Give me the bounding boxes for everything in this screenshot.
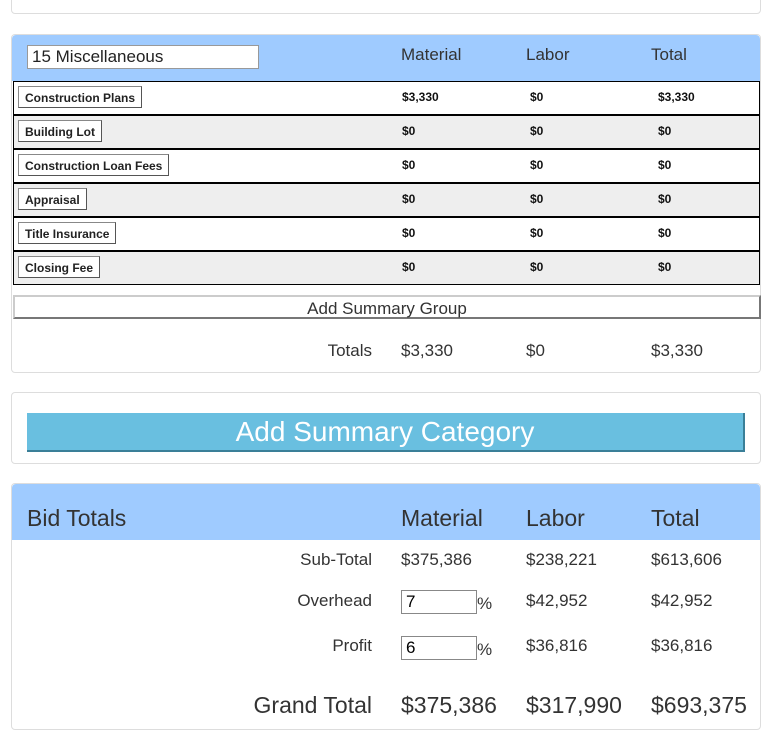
profit-labor: $36,816: [526, 636, 588, 655]
grand-total-material: $375,386: [401, 692, 497, 718]
profit-label: Profit: [332, 636, 372, 655]
bid-totals-title: Bid Totals: [27, 505, 127, 531]
total-header: Total: [651, 45, 687, 64]
item-total: $0: [658, 192, 672, 206]
item-material: $0: [402, 226, 416, 240]
profit-percent-input[interactable]: [401, 636, 477, 660]
item-material: $0: [402, 192, 416, 206]
totals-labor: $0: [526, 341, 545, 360]
item-labor: $0: [530, 90, 544, 104]
item-labor: $0: [530, 192, 544, 206]
item-row: Title Insurance $0 $0 $0: [13, 217, 760, 251]
item-row: Closing Fee $0 $0 $0: [13, 251, 760, 285]
category-name-input[interactable]: [27, 45, 259, 69]
material-header: Material: [401, 45, 462, 64]
item-button[interactable]: Construction Loan Fees: [18, 154, 170, 176]
bid-totals-panel: Bid Totals Material Labor Total Sub-Tota…: [11, 483, 761, 730]
category-header: Material Labor Total: [12, 35, 760, 81]
subtotal-material: $375,386: [401, 550, 472, 569]
totals-material: $3,330: [401, 341, 453, 360]
grand-total-labor: $317,990: [526, 692, 622, 718]
overhead-total: $42,952: [651, 591, 713, 610]
category-panel: Material Labor Total Construction Plans …: [11, 34, 761, 373]
item-total: $0: [658, 260, 672, 274]
item-button[interactable]: Closing Fee: [18, 256, 101, 278]
subtotal-label: Sub-Total: [300, 550, 372, 569]
item-total: $3,330: [658, 90, 695, 104]
item-button[interactable]: Title Insurance: [18, 222, 117, 244]
item-labor: $0: [530, 124, 544, 138]
profit-percent-sign: %: [477, 640, 493, 659]
item-total: $0: [658, 124, 672, 138]
item-material: $0: [402, 260, 416, 274]
item-button[interactable]: Building Lot: [18, 120, 102, 142]
item-button[interactable]: Construction Plans: [18, 86, 143, 108]
item-button[interactable]: Appraisal: [18, 188, 87, 210]
item-labor: $0: [530, 158, 544, 172]
previous-panel: [11, 0, 761, 14]
item-material: $0: [402, 158, 416, 172]
grand-total-label: Grand Total: [253, 692, 372, 718]
item-total: $0: [658, 158, 672, 172]
overhead-percent-input[interactable]: [401, 590, 477, 614]
item-labor: $0: [530, 226, 544, 240]
item-rows: Construction Plans $3,330 $0 $3,330 Build…: [12, 81, 760, 285]
item-total: $0: [658, 226, 672, 240]
totals-total: $3,330: [651, 341, 703, 360]
item-material: $3,330: [402, 90, 439, 104]
total-header: Total: [651, 505, 700, 531]
overhead-label: Overhead: [297, 591, 372, 610]
add-summary-category-button[interactable]: Add Summary Category: [27, 413, 745, 452]
grand-total-total: $693,375: [651, 692, 747, 718]
item-row: Building Lot $0 $0 $0: [13, 115, 760, 149]
add-category-panel: Add Summary Category: [11, 392, 761, 464]
material-header: Material: [401, 505, 483, 531]
labor-header: Labor: [526, 45, 570, 64]
subtotal-labor: $238,221: [526, 550, 597, 569]
item-row: Appraisal $0 $0 $0: [13, 183, 760, 217]
item-material: $0: [402, 124, 416, 138]
add-summary-group-button[interactable]: Add Summary Group: [13, 295, 761, 319]
totals-label: Totals: [327, 341, 372, 360]
item-row: Construction Loan Fees $0 $0 $0: [13, 149, 760, 183]
item-row: Construction Plans $3,330 $0 $3,330: [13, 81, 760, 115]
overhead-labor: $42,952: [526, 591, 588, 610]
item-labor: $0: [530, 260, 544, 274]
profit-total: $36,816: [651, 636, 713, 655]
subtotal-total: $613,606: [651, 550, 722, 569]
overhead-percent-sign: %: [477, 594, 493, 613]
labor-header: Labor: [526, 505, 585, 531]
bid-totals-header: Bid Totals Material Labor Total: [12, 484, 760, 540]
